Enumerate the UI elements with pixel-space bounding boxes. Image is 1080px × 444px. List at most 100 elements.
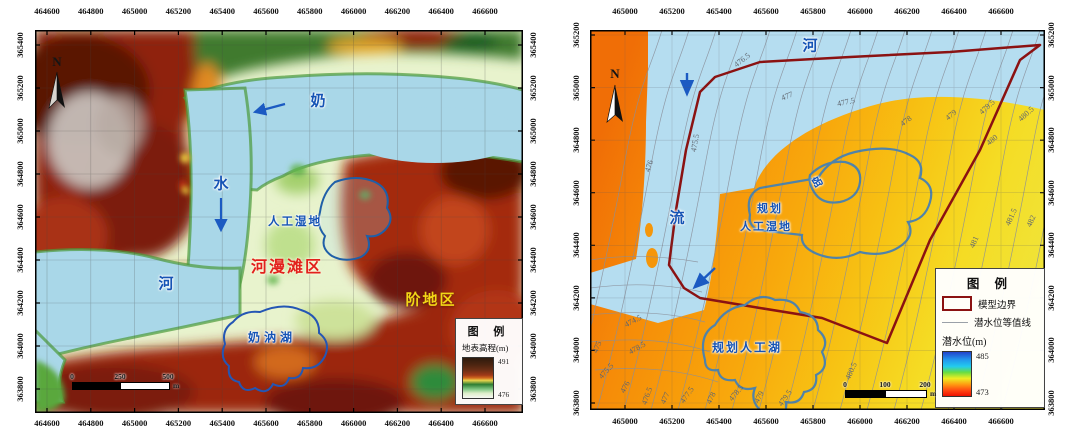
north-arrow-icon: N [48,54,65,109]
axis-tick-label: 465200 [659,416,685,426]
axis-tick-label: 365000 [1046,74,1056,101]
elevation-layer-label: 地表高程(m) [462,343,509,353]
axis-tick-label: 465000 [612,6,638,16]
axis-tick-label: 466400 [941,6,967,16]
model-boundary-swatch [942,296,972,311]
axis-tick-label: 364400 [1046,232,1056,259]
axis-tick-label: 465800 [800,6,826,16]
contour-line-label: 潜水位等值线 [974,319,1032,329]
axis-tick-label: 364800 [15,161,25,187]
axis-tick-label: 466400 [428,6,454,16]
axis-tick-label: 365200 [571,22,581,48]
left-map-axis-top: 464600 464800 465000 465200 465400 465600 4658… [26,6,506,16]
axis-tick-label: 365000 [571,74,581,101]
legend-title: 图 例 [966,277,1014,291]
axis-tick-label: 365200 [15,75,25,101]
axis-tick-label: 466200 [894,6,920,16]
scalebar-tick-1: 250 [114,372,126,381]
axis-tick-label: 466400 [941,416,967,426]
legend-min-value: 473 [976,387,989,397]
water-table-contours [590,30,1045,410]
axis-tick-label: 466400 [428,418,454,428]
corner-green [35,360,65,413]
svg-text:N: N [52,54,62,69]
axis-tick-label: 466200 [384,418,411,428]
axis-tick-label: 363800 [15,376,25,402]
legend-max-value: 491 [498,357,510,366]
left-map-panel: N 464600 464800 465000 465200 465400 465600 46… [14,6,539,428]
axis-tick-label: 465400 [209,6,235,16]
map-border [35,30,523,413]
map-grid [590,30,1045,410]
right-map-axis-left: 365200 365000 364800 364600 364400 364200 3640… [570,15,582,423]
left-map-canvas: N [35,30,523,413]
right-map-axis-right: 365200 365000 364800 364600 364400 364200 3640… [1045,15,1057,423]
scalebar-tick-0: 0 [843,380,847,389]
axis-tick-label: 465600 [753,416,779,426]
terrace-zone-label: 阶地区 [405,292,457,309]
axis-tick-label: 466200 [384,6,411,16]
model-boundary-outline [667,43,1042,345]
axis-tick-label: 365000 [15,118,25,144]
axis-tick-label: 364600 [15,204,25,230]
river-shape [590,30,1045,323]
planned-lake-outline [701,295,827,410]
scale-bar: 0 250 500 m [70,372,180,390]
axis-tick-label: 465400 [209,418,235,428]
scalebar-unit: m [930,389,937,398]
terrain-specks [179,153,371,285]
river-name-char-2: 流 [669,210,685,227]
axis-tick-label: 465400 [706,416,732,426]
elevation-legend: 图 例 地表高程(m) 491 476 [455,318,523,405]
axis-tick-label: 466000 [847,6,873,16]
left-map-axis-left: 365400 365200 365000 364800 364600 364400 3642… [14,25,26,409]
right-map-panel: N 465000 465200 465400 465600 465800 466000 46… [540,0,1080,444]
axis-tick-label: 364600 [571,179,581,206]
scalebar-tick-0: 0 [70,372,74,381]
contour-line-swatch [942,321,968,323]
planned-wetland-outline [747,147,933,259]
axis-tick-label: 465800 [297,6,323,16]
river-name-char-3: 河 [158,276,174,293]
axis-tick-label: 466600 [472,6,498,16]
axis-tick-label: 364800 [1046,127,1056,153]
legend-max-value: 485 [976,351,989,361]
axis-tick-label: 363800 [571,390,581,416]
planned-wetland-label-line2: 人工湿地 [740,221,792,233]
axis-tick-label: 464800 [78,6,104,16]
axis-tick-label: 364200 [15,290,25,316]
axis-tick-label: 465600 [753,6,779,16]
axis-tick-label: 364800 [571,127,581,153]
axis-tick-label: 466000 [847,416,873,426]
floodplain-zone-label: 河漫滩区 [250,259,324,276]
groundwater-legend: 图 例 模型边界 潜水位等值线 潜水位(m) 485 473 [935,268,1045,408]
wetland-outline [317,177,392,261]
legend-item-contour: 潜水位等值线 [942,315,1038,329]
svg-text:N: N [610,66,620,81]
planned-wetland-label-line1: 规划 [757,203,783,215]
axis-tick-label: 466600 [988,416,1014,426]
axis-tick-label: 465200 [165,418,192,428]
lake-label: 奶汭湖 [247,330,297,345]
axis-tick-label: 466000 [340,6,367,16]
axis-tick-label: 465600 [253,6,279,16]
scale-bar: 0 100 200 m [843,380,937,398]
axis-tick-label: 465000 [121,6,148,16]
axis-tick-marks [590,30,1045,410]
wetland-label: 人工湿地 [268,216,322,228]
water-table-layer-label: 潜水位(m) [942,337,987,348]
axis-tick-label: 364400 [15,247,25,273]
legend-min-value: 476 [498,390,510,399]
right-map-axis-bottom: 465000 465200 465400 465600 465800 466000 4662… [602,416,1024,426]
scalebar-unit: m [173,381,180,390]
water-table-color-ramp [942,351,972,397]
legend-title: 图 例 [467,326,511,338]
axis-tick-label: 364400 [571,232,581,259]
river-islet [646,248,658,268]
axis-tick-label: 364200 [571,285,581,311]
legend-item-model-boundary: 模型边界 [942,296,1038,311]
left-map-axis-right: 365400 365200 365000 364800 364600 364400 3642… [527,25,539,409]
model-boundary-label: 模型边界 [978,300,1017,311]
scalebar-tick-2: 500 [162,372,174,381]
